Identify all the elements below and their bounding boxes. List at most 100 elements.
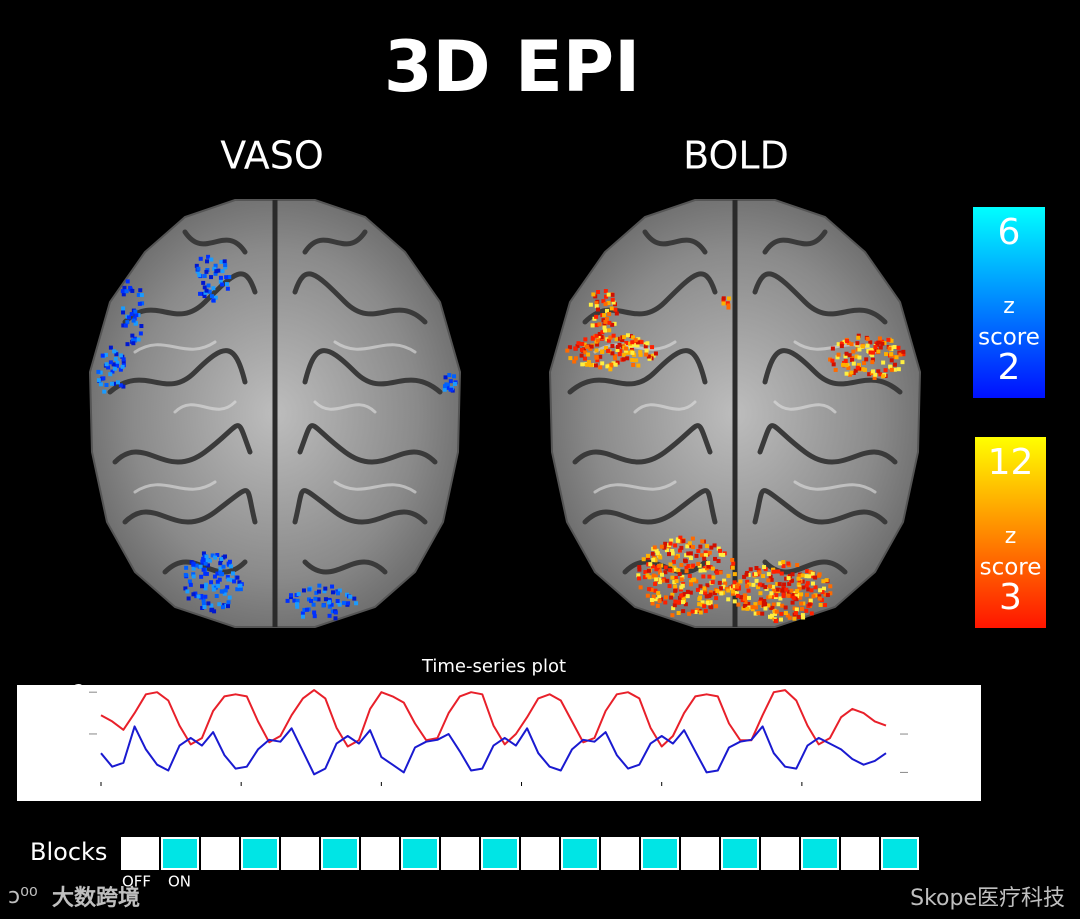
activation-voxel bbox=[742, 596, 747, 601]
activation-voxel bbox=[731, 591, 736, 596]
activation-voxel bbox=[684, 565, 689, 570]
y2-tick-label: -2 bbox=[921, 761, 939, 782]
activation-voxel bbox=[804, 592, 809, 597]
activation-voxel bbox=[786, 576, 791, 581]
activation-voxel bbox=[751, 582, 756, 587]
activation-voxel bbox=[881, 360, 886, 365]
activation-voxel bbox=[892, 367, 897, 372]
activation-voxel bbox=[313, 596, 318, 601]
activation-voxel bbox=[645, 573, 650, 578]
activation-voxel bbox=[743, 600, 748, 605]
activation-voxel bbox=[195, 269, 200, 274]
activation-voxel bbox=[769, 577, 774, 582]
y2-tick-label: 0 bbox=[924, 723, 935, 744]
activation-voxel bbox=[588, 363, 593, 368]
activation-voxel bbox=[599, 335, 604, 340]
activation-voxel bbox=[329, 602, 334, 607]
activation-voxel bbox=[870, 360, 875, 365]
activation-voxel bbox=[598, 354, 603, 359]
activation-voxel bbox=[594, 301, 599, 306]
activation-voxel bbox=[677, 548, 682, 553]
activation-voxel bbox=[630, 350, 635, 355]
activation-voxel bbox=[202, 605, 207, 610]
activation-voxel bbox=[610, 344, 615, 349]
activation-voxel bbox=[590, 323, 595, 328]
activation-voxel bbox=[330, 584, 335, 589]
plot-title: Time-series plot bbox=[421, 656, 566, 677]
activation-voxel bbox=[449, 387, 454, 392]
activation-voxel bbox=[831, 362, 836, 367]
activation-voxel bbox=[225, 574, 230, 579]
activation-voxel bbox=[774, 619, 779, 624]
activation-voxel bbox=[121, 359, 126, 364]
activation-voxel bbox=[854, 354, 859, 359]
activation-voxel bbox=[841, 362, 846, 367]
activation-voxel bbox=[600, 361, 605, 366]
activation-voxel bbox=[221, 564, 226, 569]
activation-voxel bbox=[722, 578, 727, 583]
activation-voxel bbox=[889, 367, 894, 372]
activation-voxel bbox=[754, 578, 759, 583]
activation-voxel bbox=[653, 588, 658, 593]
activation-voxel bbox=[610, 297, 615, 302]
block-state-label: ON bbox=[168, 873, 191, 891]
activation-voxel bbox=[818, 602, 823, 607]
activation-voxel bbox=[877, 336, 882, 341]
activation-voxel bbox=[681, 539, 686, 544]
activation-voxel bbox=[649, 587, 654, 592]
activation-voxel bbox=[658, 555, 663, 560]
activation-voxel bbox=[610, 292, 615, 297]
activation-voxel bbox=[665, 578, 670, 583]
activation-voxel bbox=[718, 586, 723, 591]
activation-voxel bbox=[692, 577, 697, 582]
activation-voxel bbox=[884, 352, 889, 357]
activation-voxel bbox=[786, 589, 791, 594]
activation-voxel bbox=[225, 286, 230, 291]
activation-voxel bbox=[199, 574, 204, 579]
activation-voxel bbox=[850, 357, 855, 362]
activation-voxel bbox=[659, 572, 664, 577]
activation-voxel bbox=[226, 561, 231, 566]
activation-voxel bbox=[604, 316, 609, 321]
activation-voxel bbox=[220, 282, 225, 287]
activation-voxel bbox=[766, 603, 771, 608]
activation-voxel bbox=[823, 592, 828, 597]
activation-voxel bbox=[312, 614, 317, 619]
activation-voxel bbox=[663, 570, 668, 575]
activation-voxel bbox=[667, 584, 672, 589]
activation-voxel bbox=[604, 294, 609, 299]
activation-voxel bbox=[695, 587, 700, 592]
activation-voxel bbox=[730, 557, 735, 562]
activation-voxel bbox=[220, 572, 225, 577]
activation-voxel bbox=[824, 578, 829, 583]
activation-voxel bbox=[610, 322, 615, 327]
activation-voxel bbox=[768, 584, 773, 589]
activation-voxel bbox=[780, 588, 785, 593]
activation-voxel bbox=[631, 335, 636, 340]
colorbar-min: 3 bbox=[999, 577, 1022, 618]
activation-voxel bbox=[777, 582, 782, 587]
activation-voxel bbox=[653, 351, 658, 356]
activation-voxel bbox=[898, 352, 903, 357]
activation-voxel bbox=[726, 303, 731, 308]
activation-voxel bbox=[844, 363, 849, 368]
activation-voxel bbox=[204, 571, 209, 576]
activation-voxel bbox=[681, 609, 686, 614]
activation-voxel bbox=[771, 567, 776, 572]
activation-voxel bbox=[683, 558, 688, 563]
activation-voxel bbox=[766, 572, 771, 577]
activation-voxel bbox=[600, 330, 605, 335]
activation-voxel bbox=[120, 364, 125, 369]
activation-voxel bbox=[637, 567, 642, 572]
activation-voxel bbox=[790, 600, 795, 605]
activation-voxel bbox=[109, 381, 114, 386]
activation-voxel bbox=[603, 319, 608, 324]
activation-voxel bbox=[668, 562, 673, 567]
activation-voxel bbox=[638, 350, 643, 355]
activation-voxel bbox=[204, 582, 209, 587]
colorbar-min: 2 bbox=[998, 347, 1021, 388]
activation-voxel bbox=[732, 599, 737, 604]
activation-voxel bbox=[688, 543, 693, 548]
activation-voxel bbox=[697, 602, 702, 607]
activation-voxel bbox=[677, 595, 682, 600]
